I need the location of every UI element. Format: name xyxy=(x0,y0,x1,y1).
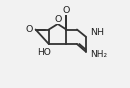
Text: HO: HO xyxy=(38,48,51,57)
Text: NH: NH xyxy=(91,28,105,37)
Text: O: O xyxy=(54,15,61,24)
Text: O: O xyxy=(26,25,33,34)
Text: NH₂: NH₂ xyxy=(91,50,108,59)
Text: O: O xyxy=(63,6,70,15)
